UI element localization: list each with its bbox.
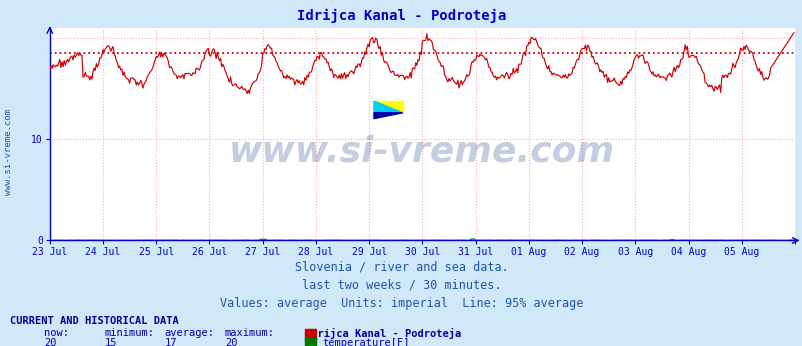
Text: minimum:: minimum: <box>104 328 154 338</box>
Text: Idrijca Kanal - Podroteja: Idrijca Kanal - Podroteja <box>297 9 505 23</box>
Text: temperature[F]: temperature[F] <box>322 338 410 346</box>
Polygon shape <box>374 101 402 113</box>
Text: Slovenia / river and sea data.: Slovenia / river and sea data. <box>294 260 508 273</box>
Text: 15: 15 <box>104 338 117 346</box>
Polygon shape <box>374 101 402 113</box>
Text: www.si-vreme.com: www.si-vreme.com <box>229 134 614 168</box>
Text: Idrijca Kanal - Podroteja: Idrijca Kanal - Podroteja <box>305 328 461 339</box>
Text: average:: average: <box>164 328 214 338</box>
Text: www.si-vreme.com: www.si-vreme.com <box>3 109 13 195</box>
Text: maximum:: maximum: <box>225 328 274 338</box>
Text: Values: average  Units: imperial  Line: 95% average: Values: average Units: imperial Line: 95… <box>220 297 582 310</box>
Text: now:: now: <box>44 328 69 338</box>
Text: 20: 20 <box>44 338 57 346</box>
Polygon shape <box>374 113 402 119</box>
Text: 17: 17 <box>164 338 177 346</box>
Text: 20: 20 <box>225 338 237 346</box>
Text: last two weeks / 30 minutes.: last two weeks / 30 minutes. <box>302 279 500 292</box>
Text: CURRENT AND HISTORICAL DATA: CURRENT AND HISTORICAL DATA <box>10 316 178 326</box>
